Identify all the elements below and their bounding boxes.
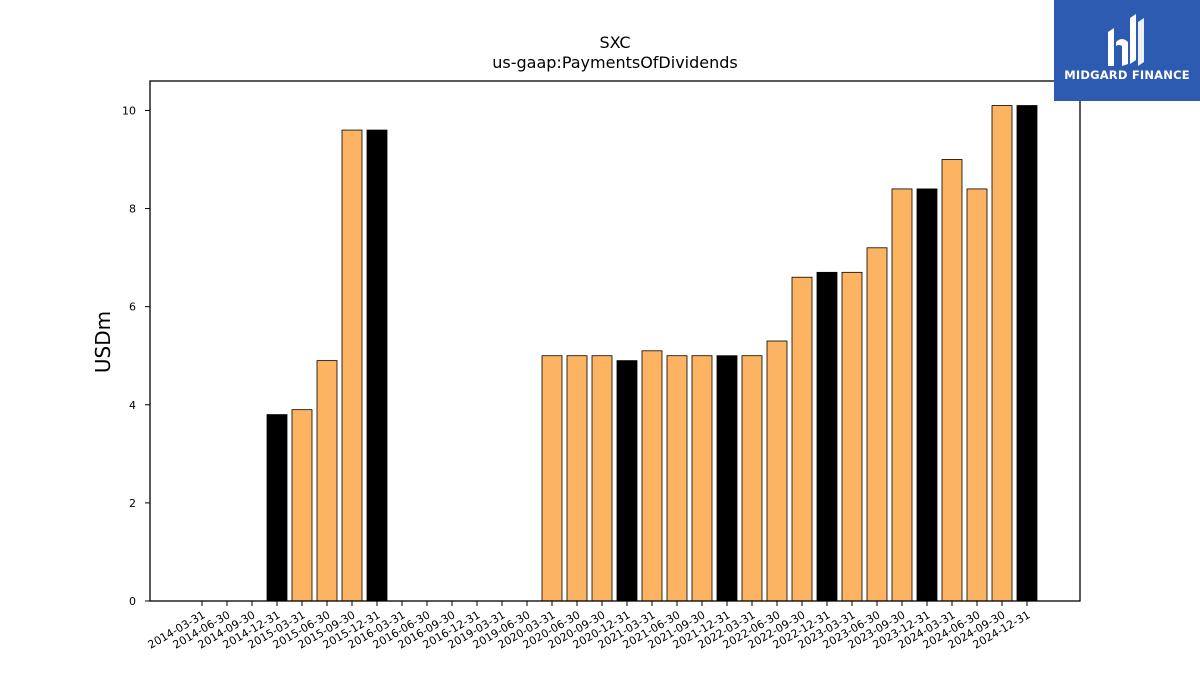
y-tick-label: 2 [129, 497, 136, 510]
y-tick-label: 8 [129, 203, 136, 216]
y-ticks-group: 0 2 4 6 8 10 [122, 104, 150, 608]
bar-2022-06-30 [766, 340, 788, 602]
y-tick-label: 10 [122, 104, 136, 117]
bar-2021-06-30 [666, 355, 688, 602]
bar-2022-12-31 [816, 271, 838, 602]
bar-2015-09-30 [341, 129, 363, 602]
chart-title: SXC [599, 33, 630, 52]
bar-2024-06-30 [966, 188, 988, 602]
y-tick-label: 6 [129, 301, 136, 314]
bar-2024-12-31 [1016, 105, 1038, 602]
plot-frame [149, 80, 1081, 602]
y-axis-label: USDm [91, 311, 115, 373]
bar-2023-12-31 [916, 188, 938, 602]
bar-2021-03-31 [641, 350, 663, 602]
bar-2022-09-30 [791, 276, 813, 602]
bar-2021-12-31 [716, 355, 738, 602]
bars-group [266, 105, 1038, 602]
chart-subtitle: us-gaap:PaymentsOfDividends [492, 53, 737, 72]
bar-2020-12-31 [616, 360, 638, 602]
bar-2014-12-31 [266, 414, 288, 602]
y-tick-label: 4 [129, 399, 136, 412]
bar-2022-03-31 [741, 355, 763, 602]
logo-text: MIDGARD FINANCE [1064, 68, 1190, 82]
bar-2021-09-30 [691, 355, 713, 602]
bar-2015-12-31 [366, 129, 388, 602]
y-tick-label: 0 [129, 595, 136, 608]
bar-2015-06-30 [316, 360, 338, 602]
bar-2024-09-30 [991, 105, 1013, 602]
x-ticks-group: 2014-03-312014-06-302014-09-302014-12-31… [146, 601, 1033, 652]
bar-2020-03-31 [541, 355, 563, 602]
bar-2020-06-30 [566, 355, 588, 602]
midgard-finance-logo: MIDGARD FINANCE [1054, 0, 1200, 101]
bar-2020-09-30 [591, 355, 613, 602]
logo-mark-icon [1108, 14, 1144, 66]
bar-2023-06-30 [866, 247, 888, 602]
bar-2023-03-31 [841, 271, 863, 602]
bar-2015-03-31 [291, 409, 313, 602]
bar-2024-03-31 [941, 159, 963, 602]
bar-2023-09-30 [891, 188, 913, 602]
